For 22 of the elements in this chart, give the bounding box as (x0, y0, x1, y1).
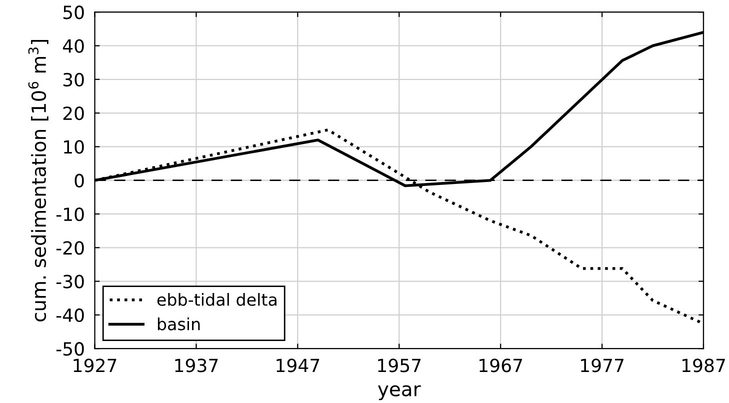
y-tick-label: -40 (56, 308, 84, 322)
y-tick-label: 50 (63, 6, 84, 20)
x-axis-title: year (378, 385, 421, 400)
y-tick-label: 20 (63, 106, 84, 120)
legend-label: ebb-tidal delta (157, 293, 276, 306)
y-tick-label: 40 (62, 39, 84, 53)
x-tick-label: 1987 (682, 358, 725, 372)
y-tick-label: -20 (56, 241, 84, 255)
x-tick-label: 1937 (175, 358, 218, 372)
y-tick-label: 0 (74, 174, 84, 188)
y-tick-label: -50 (56, 342, 84, 356)
x-tick-label: 1967 (480, 358, 522, 372)
x-tick-label: 1927 (74, 358, 116, 372)
x-tick-label: 1957 (378, 358, 421, 372)
legend-label: basin (158, 317, 200, 330)
y-tick-label: 10 (64, 140, 84, 154)
y-tick-label: -10 (56, 207, 84, 222)
y-axis-title: cum. sedimentation [10$^{6}$ m$^{3}$] (28, 40, 48, 322)
x-tick-label: 1977 (581, 358, 624, 372)
y-tick-label: -30 (56, 274, 84, 288)
y-tick-label: 30 (63, 72, 84, 87)
x-tick-label: 1947 (276, 358, 320, 372)
